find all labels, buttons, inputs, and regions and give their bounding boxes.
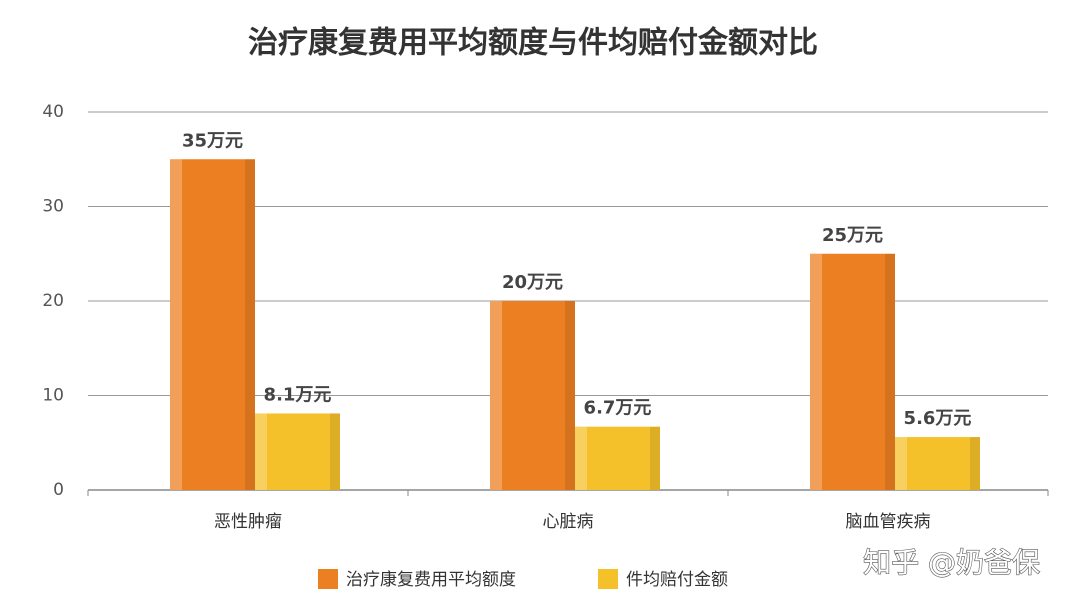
bar-shade	[650, 426, 660, 490]
y-tick-label: 0	[53, 480, 64, 500]
bar-highlight	[255, 413, 267, 490]
bar	[575, 426, 660, 490]
bar-shade	[245, 159, 255, 490]
bar	[490, 301, 575, 490]
legend-label: 治疗康复费用平均额度	[346, 570, 516, 590]
bar-highlight	[170, 159, 182, 490]
bar	[170, 159, 255, 490]
value-label: 5.6万元	[904, 408, 972, 429]
legend-label: 件均赔付金额	[626, 570, 728, 590]
bar	[810, 253, 895, 490]
watermark: 知乎 @奶爸保	[863, 546, 1040, 579]
bar-highlight	[490, 301, 502, 490]
x-tick-label: 心脏病	[543, 512, 594, 532]
bar-shade	[970, 437, 980, 490]
y-tick-label: 10	[42, 386, 64, 406]
bar-highlight	[575, 426, 587, 490]
x-tick-label: 恶性肿瘤	[214, 512, 282, 532]
value-label: 20万元	[502, 272, 563, 293]
y-tick-label: 40	[42, 102, 64, 122]
value-label: 6.7万元	[584, 398, 652, 419]
chart-title: 治疗康复费用平均额度与件均赔付金额对比	[248, 26, 818, 61]
bar-shade	[565, 301, 575, 490]
value-label: 8.1万元	[264, 384, 332, 405]
legend-swatch	[598, 569, 618, 589]
value-label: 35万元	[182, 130, 243, 151]
value-label: 25万元	[822, 225, 883, 246]
bar-highlight	[810, 253, 822, 490]
x-tick-label: 脑血管疾病	[846, 512, 931, 532]
bar-shade	[885, 253, 895, 490]
bar	[895, 437, 980, 490]
bar-shade	[330, 413, 340, 490]
y-tick-label: 30	[42, 197, 64, 217]
legend-swatch	[318, 569, 338, 589]
bar	[255, 413, 340, 490]
bar-highlight	[895, 437, 907, 490]
y-tick-label: 20	[42, 291, 64, 311]
